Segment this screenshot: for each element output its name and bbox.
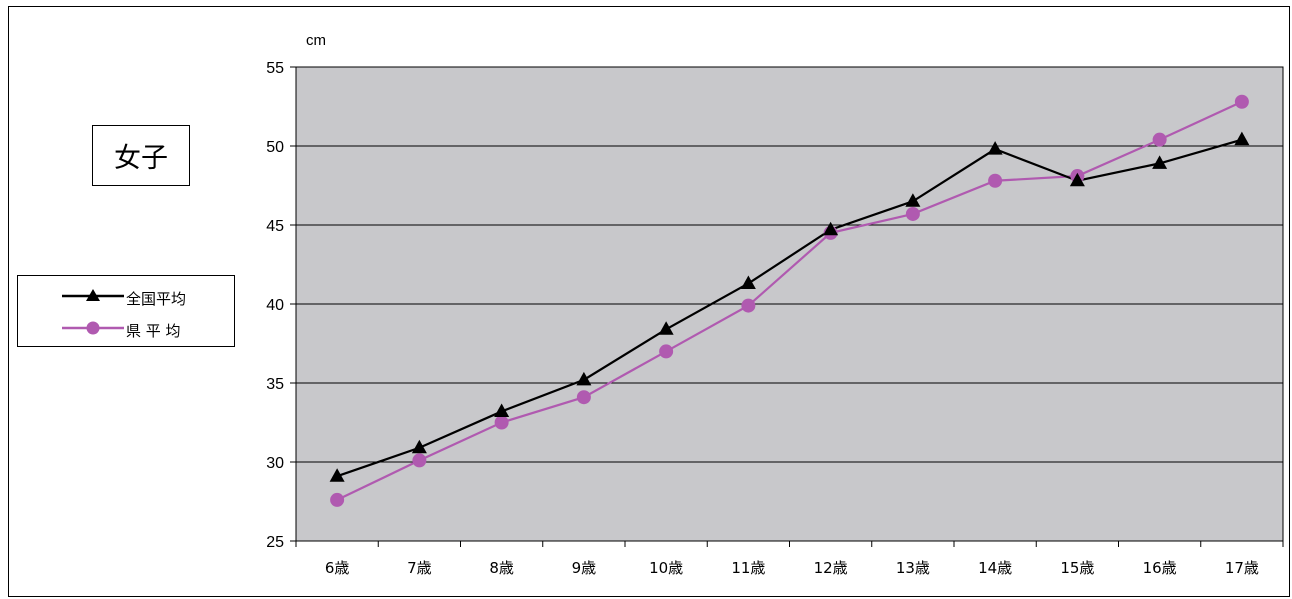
x-tick-label: 12歳 [814, 559, 848, 577]
data-point-prefecture [741, 298, 756, 313]
legend-circle-line-icon [62, 321, 124, 335]
grid-lines [296, 145, 1283, 463]
y-tick-label: 55 [266, 60, 284, 77]
data-point-national [987, 141, 1003, 155]
data-point-national [740, 275, 756, 289]
data-point-national [905, 193, 921, 207]
x-tick-label: 13歳 [896, 559, 930, 577]
data-point-prefecture [659, 344, 674, 359]
legend-item-prefecture: 県 平 均 [18, 318, 234, 342]
x-tick-label: 11歳 [731, 559, 765, 577]
data-point-national [658, 321, 674, 335]
chart-title-box: 女子 [92, 125, 190, 186]
x-tick-label: 15歳 [1060, 559, 1094, 577]
y-tick-label: 50 [266, 139, 284, 156]
x-tick-label: 17歳 [1225, 559, 1259, 577]
series-layer [329, 94, 1250, 507]
data-point-national [1152, 155, 1168, 169]
data-point-national [1234, 131, 1250, 146]
data-point-national [1069, 172, 1085, 187]
data-point-prefecture [494, 415, 509, 430]
data-point-prefecture [412, 453, 427, 468]
x-tick-label: 8歳 [489, 559, 514, 577]
data-point-prefecture [576, 390, 591, 405]
data-point-prefecture [1234, 94, 1249, 109]
data-point-national [576, 371, 592, 386]
x-tick-label: 16歳 [1143, 559, 1177, 577]
x-tick-label: 14歳 [978, 559, 1012, 577]
data-point-national [329, 468, 345, 482]
data-point-prefecture [905, 206, 920, 221]
y-tick-label: 30 [266, 455, 284, 472]
data-point-prefecture [1152, 132, 1167, 147]
legend-item-national: 全国平均 [18, 286, 234, 310]
y-tick-label: 45 [266, 218, 284, 235]
legend: 全国平均 県 平 均 [17, 275, 235, 347]
x-tick-label: 7歳 [407, 559, 432, 577]
x-tick-label: 9歳 [572, 559, 597, 577]
data-point-prefecture [988, 173, 1003, 188]
y-tick-label: 35 [266, 376, 284, 393]
x-tick-label: 6歳 [325, 559, 350, 577]
series-line-prefecture [336, 100, 1243, 501]
legend-label-prefecture: 県 平 均 [126, 322, 181, 340]
data-point-national [494, 403, 510, 417]
x-axis: 6歳 7歳 8歳 9歳 10歳 11歳 12歳 13歳 14歳 15歳 16歳 17歳 [295, 541, 1284, 577]
y-axis-unit-label: cm [306, 32, 326, 49]
series-line-national [336, 138, 1243, 478]
data-point-national [823, 221, 839, 236]
data-point-national [411, 439, 427, 454]
legend-triangle-line-icon [62, 289, 124, 301]
y-tick-label: 40 [266, 297, 284, 314]
y-axis: 25 30 35 40 45 50 55 [266, 60, 296, 551]
data-point-prefecture [330, 492, 345, 507]
legend-label-national: 全国平均 [126, 290, 187, 308]
y-tick-label: 25 [266, 534, 284, 551]
x-tick-label: 10歳 [649, 559, 683, 577]
chart-title: 女子 [114, 143, 168, 174]
